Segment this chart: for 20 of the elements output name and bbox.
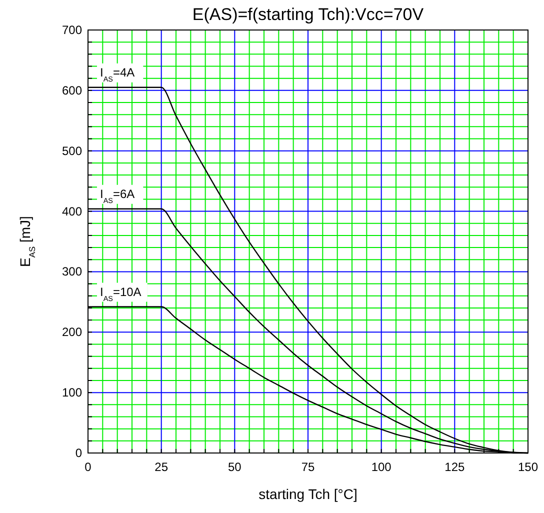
x-tick-label: 125 xyxy=(444,460,465,474)
x-tick-label: 50 xyxy=(228,460,242,474)
y-tick-label: 600 xyxy=(62,83,82,98)
x-tick-label: 0 xyxy=(84,460,92,474)
y-tick-label: 100 xyxy=(62,386,82,400)
y-tick-label: 700 xyxy=(62,23,82,37)
y-tick-label: 400 xyxy=(62,204,82,218)
y-tick-label: 300 xyxy=(62,264,82,279)
x-tick-label: 75 xyxy=(301,460,315,474)
y-tick-label: 200 xyxy=(62,325,82,340)
y-tick-label: 0 xyxy=(75,446,82,460)
x-tick-label: 150 xyxy=(518,460,538,474)
y-tick-label: 500 xyxy=(62,144,82,158)
chart-title: E(AS)=f(starting Tch):Vcc=70V xyxy=(192,5,424,24)
x-axis-title: starting Tch [°C] xyxy=(258,486,358,502)
series-label: I$_{AS}$=4A xyxy=(100,65,135,83)
series-label: I$_{AS}$=6A xyxy=(100,186,135,204)
series-label: I$_{AS}$=10A xyxy=(100,284,142,302)
x-tick-label: 25 xyxy=(154,460,168,474)
x-tick-label: 100 xyxy=(371,460,392,474)
